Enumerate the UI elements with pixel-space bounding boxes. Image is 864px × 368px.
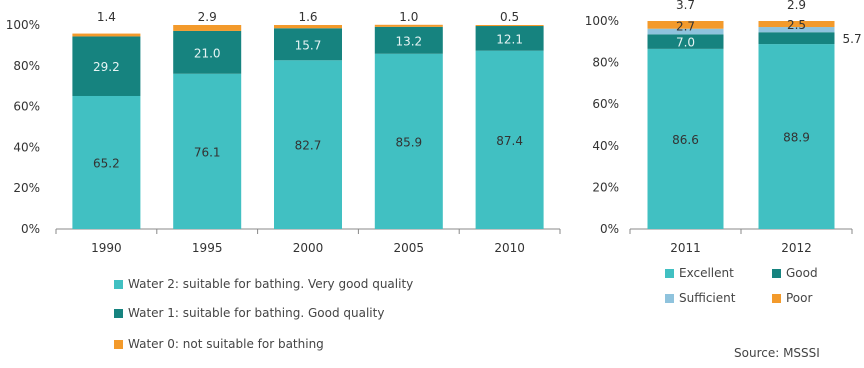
data-label: 2.9 <box>198 10 217 24</box>
legend-label-water1: Water 1: suitable for bathing. Good qual… <box>128 306 385 320</box>
y-tick-label: 20% <box>592 180 619 194</box>
x-tick-label: 1990 <box>91 241 122 255</box>
bar-segment <box>758 32 835 45</box>
bar-segment <box>758 21 835 28</box>
data-label: 2.9 <box>787 0 806 12</box>
bar-segment <box>72 33 141 37</box>
x-tick-label: 2012 <box>781 241 812 255</box>
y-tick-label: 100% <box>6 18 40 32</box>
y-tick-label: 40% <box>13 140 40 154</box>
legend-label-water2: Water 2: suitable for bathing. Very good… <box>128 277 414 291</box>
legend-label-excellent: Excellent <box>679 266 734 280</box>
bar-segment <box>758 44 835 230</box>
legend-label-water0: Water 0: not suitable for bathing <box>128 337 324 351</box>
legend-swatch-good <box>772 269 781 278</box>
data-label: 29.2 <box>93 60 120 74</box>
bar-segment <box>475 25 544 27</box>
data-label: 5.7 <box>843 32 862 46</box>
data-label: 21.0 <box>194 46 221 60</box>
data-label: 2.5 <box>787 18 806 32</box>
y-tick-label: 0% <box>600 222 619 236</box>
data-label: 7.0 <box>676 36 695 50</box>
x-tick-label: 2005 <box>394 241 425 255</box>
data-label: 3.7 <box>676 0 695 12</box>
x-tick-label: 2011 <box>670 241 701 255</box>
y-tick-label: 40% <box>592 139 619 153</box>
data-label: 65.2 <box>93 156 120 170</box>
legend-label-poor: Poor <box>786 291 813 305</box>
y-tick-label: 60% <box>592 97 619 111</box>
legend-label-sufficient: Sufficient <box>679 291 736 305</box>
legend-label-good: Good <box>786 266 818 280</box>
bar-segment <box>274 28 342 61</box>
data-label: 12.1 <box>496 32 523 46</box>
bar-segment <box>274 60 342 230</box>
chart-right-2011-2012: 0% 20% 40% 60% 80% 100% 2011 2012 86.6 7.0 2.7 3.7 8… <box>585 0 862 255</box>
data-label: 1.0 <box>399 10 418 24</box>
data-label: 15.7 <box>295 38 322 52</box>
bar-segment <box>475 50 544 230</box>
data-label: 76.1 <box>194 145 221 159</box>
data-label: 86.6 <box>672 133 699 147</box>
legend-swatch-water2 <box>114 280 123 289</box>
y-tick-label: 20% <box>13 181 40 195</box>
data-label: 87.4 <box>496 134 523 148</box>
data-label: 2.7 <box>676 20 695 34</box>
data-label: 88.9 <box>783 131 810 145</box>
chart-left-1990-2010: 0% 20% 40% 60% 80% 100% 1990 1995 2000 2005 2010 65… <box>6 10 561 255</box>
legend-swatch-sufficient <box>665 294 674 303</box>
data-label: 82.7 <box>295 139 322 153</box>
data-label: 1.6 <box>298 10 317 24</box>
bar-segment <box>374 26 443 54</box>
y-tick-label: 80% <box>592 56 619 70</box>
legend-swatch-poor <box>772 294 781 303</box>
bar-segment <box>647 48 724 229</box>
y-tick-label: 100% <box>585 14 619 28</box>
bar-segment <box>374 24 443 27</box>
source-note: Source: MSSSI <box>734 346 820 360</box>
bar-segment <box>647 28 724 35</box>
data-label: 0.5 <box>500 10 519 24</box>
bar-segment <box>647 34 724 49</box>
bar-segment <box>72 36 141 96</box>
x-tick-label: 1995 <box>192 241 223 255</box>
y-tick-label: 80% <box>13 59 40 73</box>
bar-segment <box>475 26 544 51</box>
bar-segment <box>758 27 835 33</box>
data-label: 85.9 <box>395 135 422 149</box>
data-label: 1.4 <box>97 10 116 24</box>
legend-swatch-water1 <box>114 309 123 318</box>
bar-segment <box>647 21 724 29</box>
bar-segment <box>72 95 141 229</box>
bar-segment <box>173 73 242 229</box>
bar-segment <box>173 25 242 31</box>
x-tick-label: 2000 <box>293 241 324 255</box>
legend-swatch-water0 <box>114 340 123 349</box>
y-tick-label: 0% <box>21 222 40 236</box>
legend-swatch-excellent <box>665 269 674 278</box>
bar-segment <box>274 25 342 29</box>
bar-segment <box>374 53 443 229</box>
x-tick-label: 2010 <box>494 241 525 255</box>
y-tick-label: 60% <box>13 100 40 114</box>
data-label: 13.2 <box>395 34 422 48</box>
bar-segment <box>173 30 242 74</box>
